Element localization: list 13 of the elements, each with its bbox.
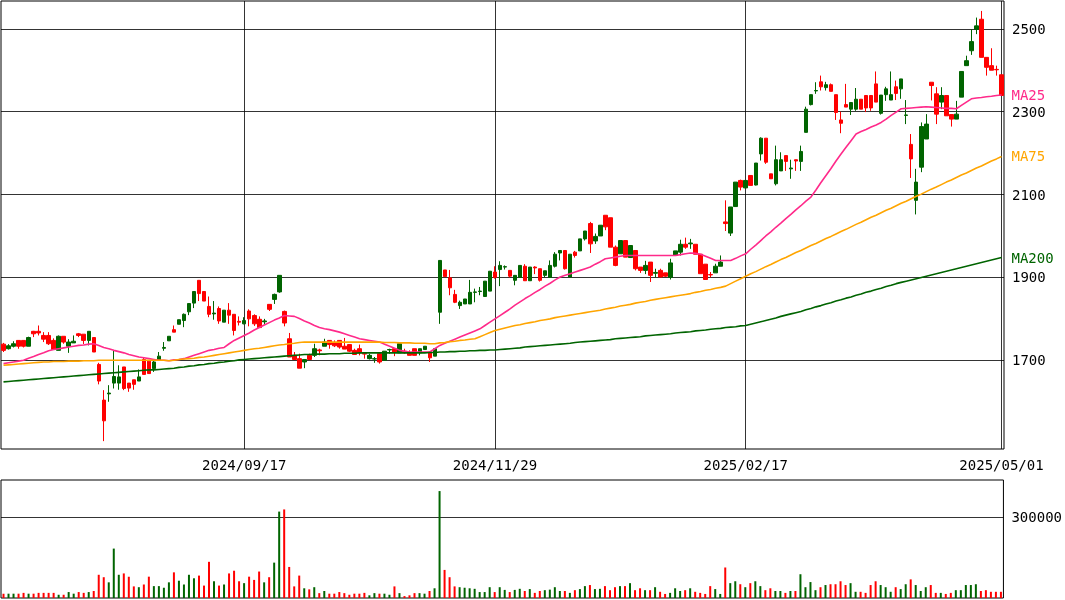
y-tick-label: 1700: [1012, 352, 1046, 369]
y-tick-label: 2500: [1012, 20, 1046, 37]
x-tick-label: 2024/09/17: [202, 457, 287, 473]
x-tick-label: 2024/11/29: [452, 457, 538, 473]
y-tick-label: 300000: [1011, 508, 1063, 525]
x-tick-label: 2025/02/17: [703, 457, 788, 473]
y-tick-label: 1900: [1012, 269, 1046, 286]
y-tick-label: 2300: [1012, 103, 1046, 120]
series-label: MA75: [1011, 148, 1046, 165]
series-label: MA200: [1011, 249, 1054, 266]
series-label: MA25: [1011, 87, 1046, 104]
x-tick-label: 2025/05/01: [959, 457, 1044, 473]
y-tick-label: 2100: [1012, 186, 1046, 203]
